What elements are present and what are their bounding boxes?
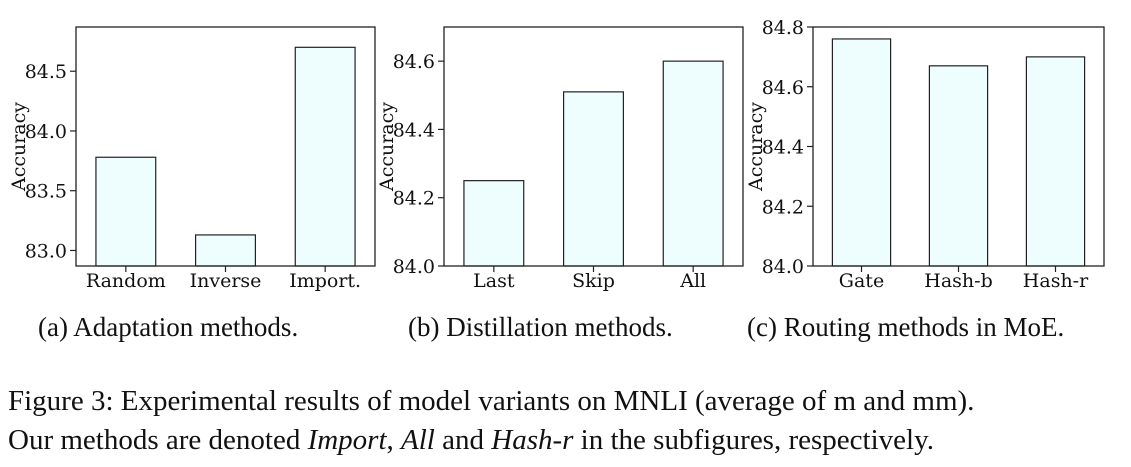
caption-text: and (434, 424, 492, 456)
figure-caption-line-1: Figure 3: Experimental results of model … (8, 385, 975, 417)
y-tick-label: 83.5 (25, 181, 67, 203)
bar-random (95, 156, 157, 267)
subcaption-a: (a) Adaptation methods. (38, 312, 299, 342)
caption-text: in the subfigures, respectively. (573, 424, 934, 456)
y-tick-label: 84.4 (762, 137, 804, 159)
caption-method-all: All (401, 424, 435, 456)
chart-3: 84.0 84.2 84.4 84.6 84.8 Gate Hash-b Hash-r Accu… (745, 17, 1105, 292)
y-tick-label: 84.0 (25, 121, 67, 143)
bar-all (662, 60, 724, 267)
subcaption-c: (c) Routing methods in MoE. (747, 312, 1065, 342)
x-tick-label: Random (86, 270, 166, 292)
x-tick-label: Hash-b (924, 270, 992, 292)
caption-method-import: Import (307, 424, 387, 456)
y-tick-label: 84.6 (762, 77, 804, 99)
caption-method-hash-r: Hash-r (491, 424, 574, 456)
x-tick-label: Last (473, 270, 515, 292)
bar-last (463, 180, 525, 267)
bar-hash-b (928, 65, 989, 267)
y-tick-label: 84.5 (25, 61, 67, 83)
bar-skip (562, 91, 624, 267)
y-tick-label: 84.0 (762, 256, 804, 278)
y-tick-label: 84.2 (393, 188, 435, 210)
x-tick-label: Hash-r (1023, 270, 1089, 292)
x-tick-label: Skip (572, 270, 615, 292)
figure-caption-line-2: Our methods are denoted Import, All and … (8, 424, 934, 457)
y-tick-label: 84.6 (393, 51, 435, 73)
x-tick-label: Gate (839, 270, 884, 292)
y-tick-label: 84.2 (762, 196, 804, 218)
y-tick-label: 84.4 (393, 119, 435, 141)
chart-2: 84.0 84.2 84.4 84.6 Last Skip All Accuracy (376, 26, 744, 292)
y-axis-label: Accuracy (745, 102, 767, 192)
caption-text: Our methods are denoted (8, 424, 308, 456)
y-tick-label: 84.8 (762, 17, 804, 39)
y-axis-label: Accuracy (8, 102, 30, 192)
caption-text: , (386, 424, 402, 456)
subcaption-b: (b) Distillation methods. (408, 312, 673, 342)
bar-inverse (195, 234, 257, 267)
bar-hash-r (1025, 56, 1086, 267)
x-tick-label: Inverse (190, 270, 262, 292)
bar-gate (831, 38, 892, 267)
y-tick-label: 83.0 (25, 240, 67, 262)
x-tick-label: All (679, 270, 706, 292)
bar-import (294, 46, 356, 267)
chart-1: 83.0 83.5 84.0 84.5 Random Inverse Import. Accu… (8, 26, 376, 292)
x-tick-label: Import. (289, 270, 361, 292)
y-axis-label: Accuracy (376, 102, 398, 192)
y-tick-label: 84.0 (393, 256, 435, 278)
